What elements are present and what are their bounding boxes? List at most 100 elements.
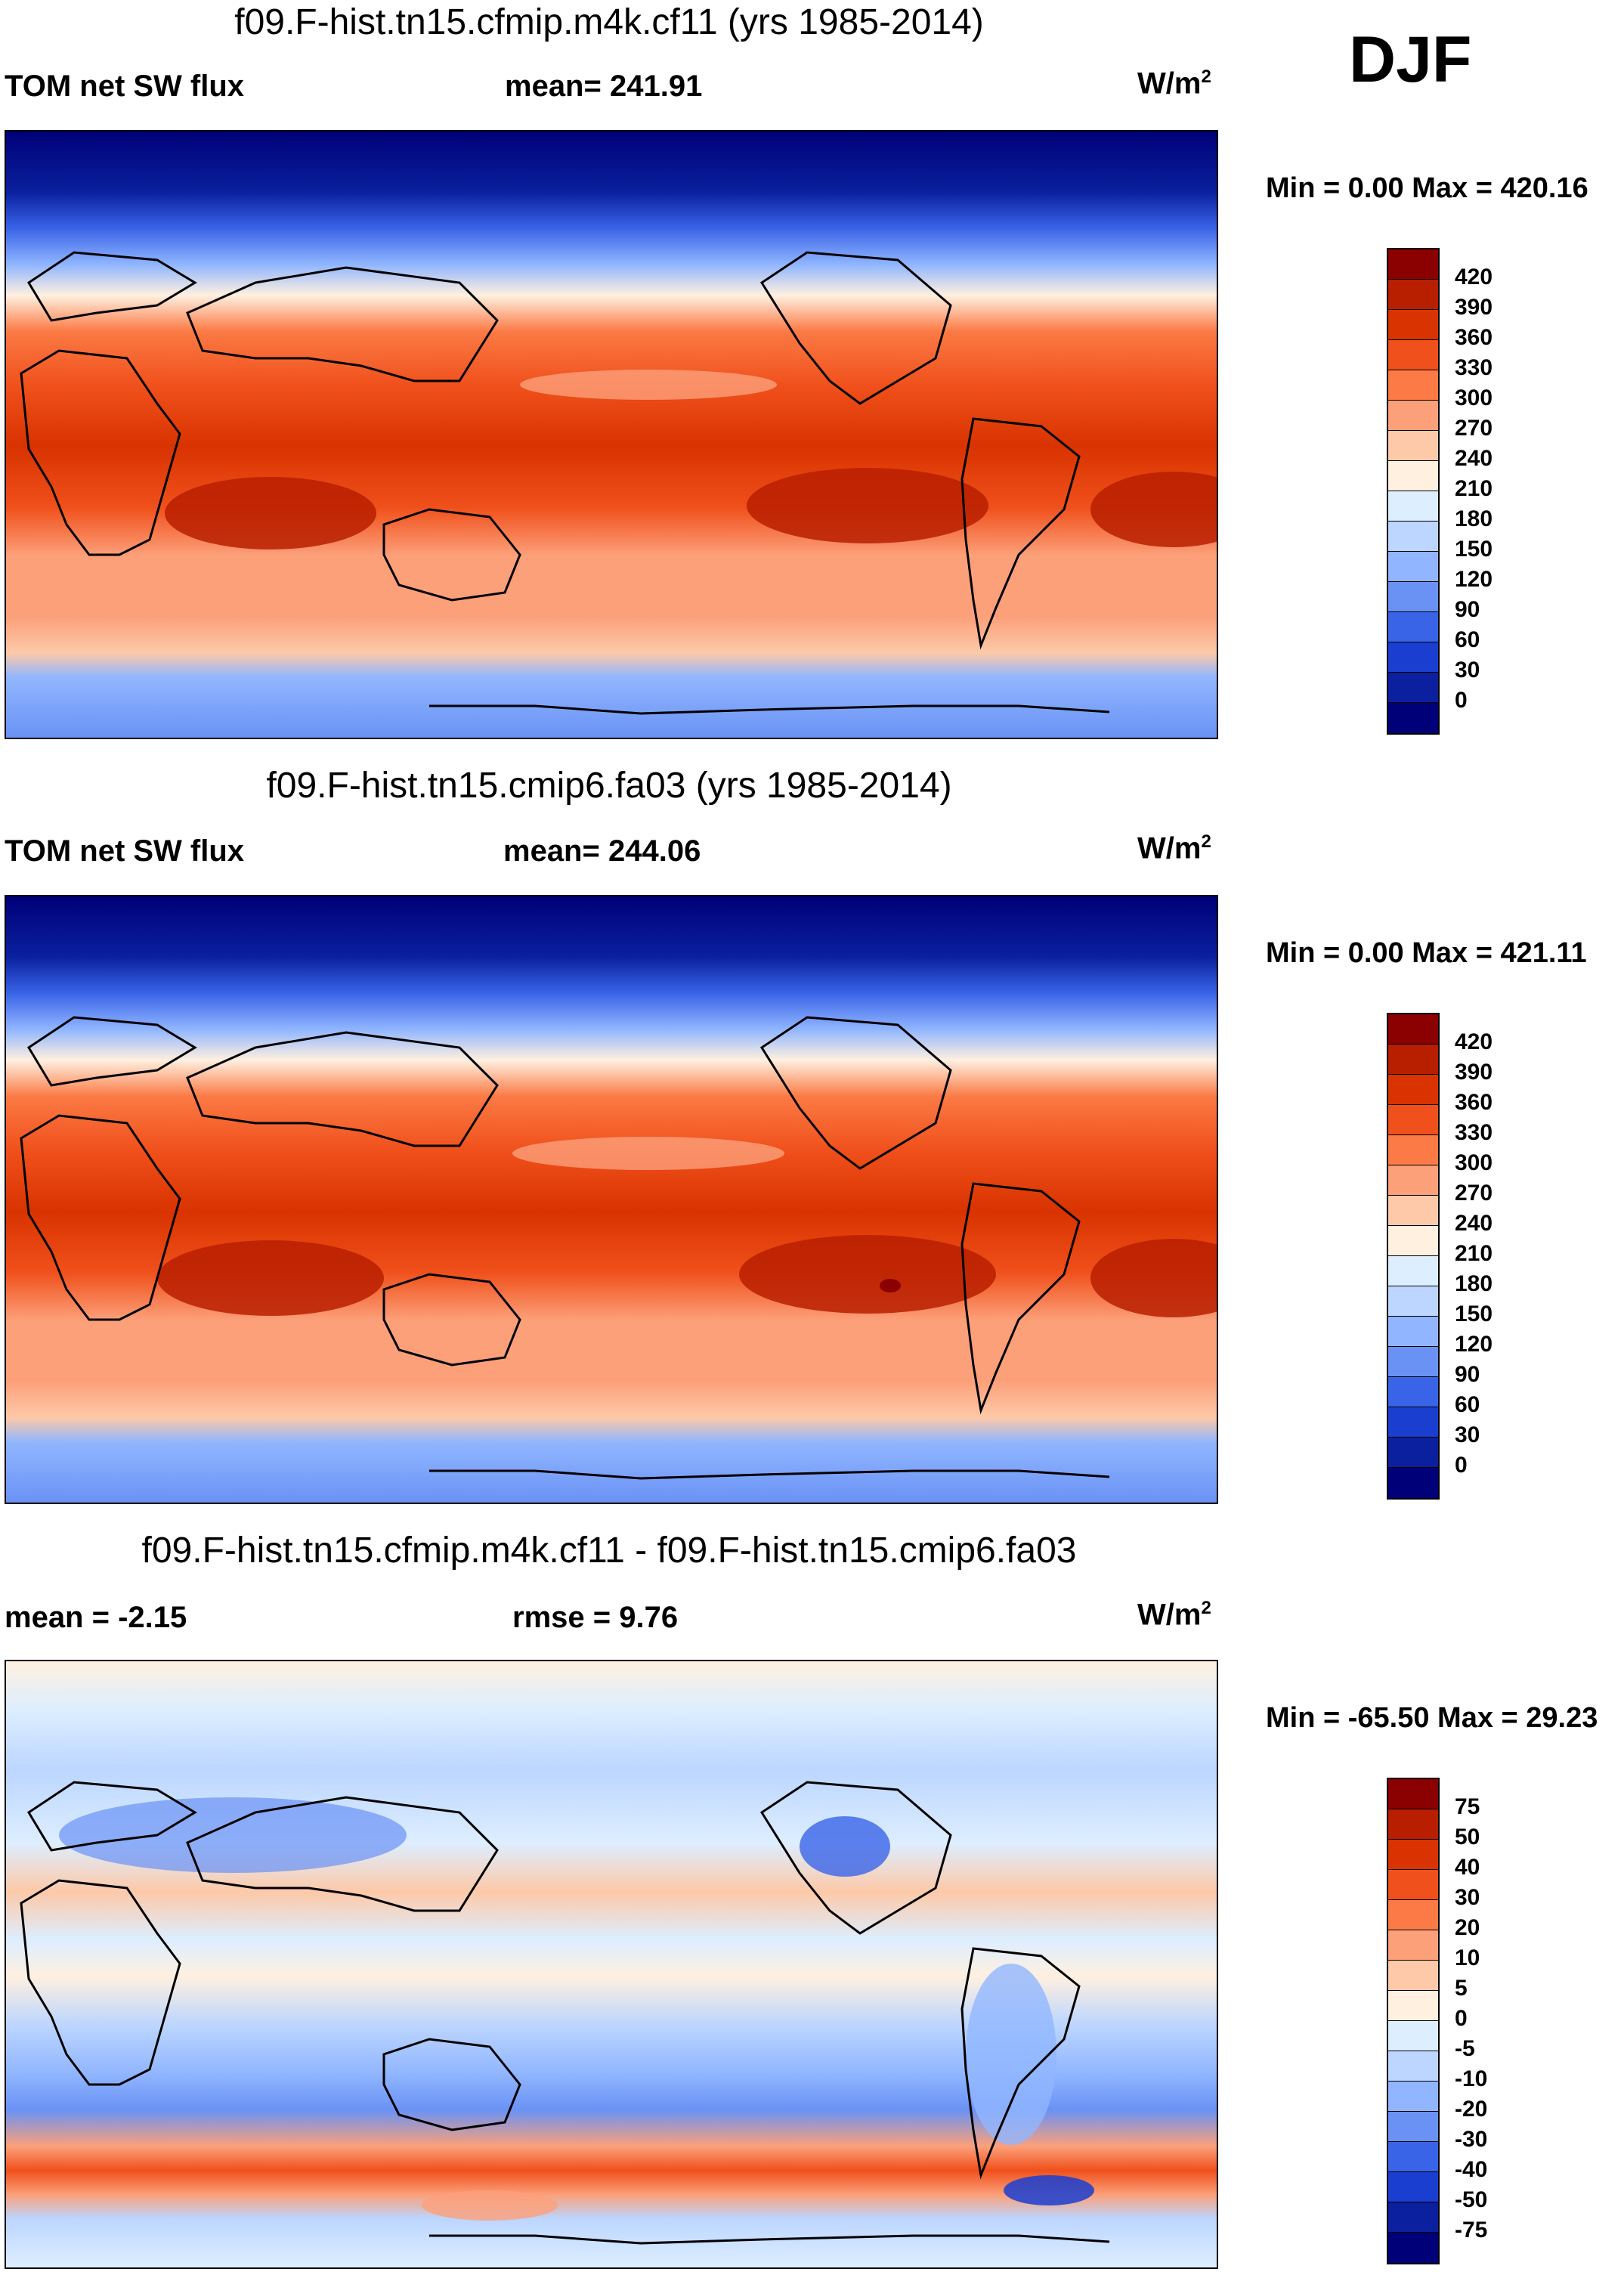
panel-1-colorbar-tick: 210: [1455, 476, 1493, 501]
panel-2-colorbar-tick: 60: [1455, 1392, 1480, 1417]
panel-1-variable-label: TOM net SW flux: [5, 70, 245, 103]
panel-2-colorbar-bin: [1388, 1014, 1438, 1045]
panel-2-units-sup: 2: [1201, 831, 1211, 852]
panel-3-colorbar-bin: [1388, 1900, 1438, 1930]
panel-2-title: f09.F-hist.tn15.cmip6.fa03 (yrs 1985-201…: [266, 766, 952, 806]
panel-2-colorbar-tick: 360: [1455, 1090, 1493, 1115]
panel-2-colorbar-bin: [1388, 1377, 1438, 1407]
panel-3-colorbar-tick: -30: [1455, 2127, 1488, 2152]
panel-2-colorbar: [1387, 1013, 1440, 1500]
panel-1-colorbar-tick: 0: [1455, 688, 1468, 713]
panel-2-colorbar-tick: 120: [1455, 1332, 1493, 1357]
panel-3-colorbar-tick: 50: [1455, 1825, 1480, 1849]
panel-1-colorbar-tick: 300: [1455, 385, 1493, 410]
panel-2-colorbar-bin: [1388, 1135, 1438, 1165]
panel-1-colorbar-bin: [1388, 673, 1438, 703]
panel-3-colorbar-tick: 10: [1455, 1945, 1480, 1970]
panel-1-map: [5, 130, 1218, 739]
panel-1-colorbar-tick: 120: [1455, 567, 1493, 592]
panel-2-colorbar-bin: [1388, 1165, 1438, 1196]
panel-3-colorbar-tick: -40: [1455, 2157, 1488, 2182]
panel-3-colorbar-bin: [1388, 2172, 1438, 2202]
panel-2-minmax: Min = 0.00 Max = 421.11: [1266, 937, 1587, 969]
panel-3-colorbar-tick: -20: [1455, 2097, 1488, 2122]
panel-3-colorbar-bin: [1388, 2202, 1438, 2233]
panel-1-colorbar-bin: [1388, 370, 1438, 401]
panel-1-units: W/m2: [1137, 67, 1211, 101]
panel-1-colorbar-tick: 360: [1455, 325, 1493, 350]
panel-2-colorbar-tick: 0: [1455, 1453, 1468, 1478]
panel-1-colorbar-tick: 390: [1455, 295, 1493, 320]
panel-1-colorbar-tick: 60: [1455, 627, 1480, 652]
panel-2-mean-label: mean= 244.06: [503, 834, 701, 868]
panel-3-rmse-label: rmse = 9.76: [512, 1601, 679, 1634]
panel-1-title: f09.F-hist.tn15.cfmip.m4k.cf11 (yrs 1985…: [234, 2, 984, 42]
panel-1-colorbar-bin: [1388, 552, 1438, 582]
panel-1-colorbar-tick: 150: [1455, 537, 1493, 562]
panel-2-map: [5, 895, 1218, 1504]
panel-3-colorbar-tick: 5: [1455, 1976, 1468, 2001]
panel-2-colorbar-bin: [1388, 1347, 1438, 1377]
panel-2-units-text: W/m: [1137, 831, 1202, 865]
panel-2-colorbar-tick: 240: [1455, 1211, 1493, 1236]
panel-1-colorbar-tick: 90: [1455, 597, 1480, 622]
panel-3-colorbar-bin: [1388, 1930, 1438, 1961]
panel-2-colorbar-tick: 270: [1455, 1181, 1493, 1206]
panel-3-title: f09.F-hist.tn15.cfmip.m4k.cf11 - f09.F-h…: [141, 1531, 1077, 1571]
panel-3-colorbar-bin: [1388, 1779, 1438, 1809]
panel-1-colorbar-bin: [1388, 642, 1438, 673]
season-label: DJF: [1349, 23, 1472, 96]
panel-3-colorbar-bin: [1388, 2051, 1438, 2082]
panel-2-colorbar-bin: [1388, 1407, 1438, 1438]
panel-3-colorbar-bin: [1388, 2112, 1438, 2142]
panel-1-colorbar-bin: [1388, 491, 1438, 522]
panel-1-colorbar-bin: [1388, 612, 1438, 642]
panel-1-colorbar-bin: [1388, 340, 1438, 370]
panel-3-map: [5, 1660, 1218, 2269]
panel-3-units-text: W/m: [1137, 1598, 1202, 1632]
panel-2-colorbar-tick: 90: [1455, 1362, 1480, 1387]
panel-3-colorbar: [1387, 1778, 1440, 2264]
panel-1-colorbar-tick: 240: [1455, 446, 1493, 471]
panel-3-colorbar-tick: -5: [1455, 2036, 1475, 2061]
panel-2-colorbar-tick: 180: [1455, 1271, 1493, 1296]
panel-2-colorbar-bin: [1388, 1045, 1438, 1075]
panel-1-colorbar-tick: 420: [1455, 265, 1493, 289]
panel-2-colorbar-tick: 420: [1455, 1029, 1493, 1054]
panel-1-colorbar-tick: 270: [1455, 416, 1493, 441]
panel-1-colorbar-bin: [1388, 401, 1438, 431]
panel-2-variable-label: TOM net SW flux: [5, 834, 245, 868]
panel-2-colorbar-bin: [1388, 1286, 1438, 1317]
panel-3-colorbar-tick: 75: [1455, 1794, 1480, 1819]
panel-3-colorbar-tick: 20: [1455, 1915, 1480, 1940]
panel-2-colorbar-bin: [1388, 1196, 1438, 1226]
panel-1-colorbar-tick: 330: [1455, 355, 1493, 380]
panel-3-map-svg: [6, 1661, 1217, 2267]
panel-2-colorbar-bin: [1388, 1075, 1438, 1105]
panel-1-colorbar-tick: 180: [1455, 506, 1493, 531]
panel-1-map-svg: [6, 132, 1217, 738]
panel-3-colorbar-bin: [1388, 2021, 1438, 2051]
panel-1-colorbar-bin: [1388, 431, 1438, 461]
panel-3-colorbar-bin: [1388, 1961, 1438, 1991]
panel-2-colorbar-tick: 150: [1455, 1302, 1493, 1326]
panel-1-units-sup: 2: [1201, 67, 1211, 87]
panel-3-colorbar-bin: [1388, 1840, 1438, 1870]
panel-1-mean-label: mean= 241.91: [505, 70, 703, 103]
panel-1-units-text: W/m: [1137, 67, 1202, 101]
panel-2-colorbar-bin: [1388, 1317, 1438, 1347]
panel-2-colorbar-tick: 390: [1455, 1060, 1493, 1085]
panel-2-colorbar-tick: 30: [1455, 1422, 1480, 1447]
panel-1-colorbar-bin: [1388, 249, 1438, 280]
panel-3-colorbar-bin: [1388, 2142, 1438, 2172]
panel-3-colorbar-bin: [1388, 2082, 1438, 2112]
panel-2-units: W/m2: [1137, 831, 1211, 865]
panel-3-colorbar-tick: 40: [1455, 1855, 1480, 1880]
panel-2-colorbar-tick: 300: [1455, 1150, 1493, 1175]
panel-3-colorbar-tick: -10: [1455, 2066, 1488, 2091]
panel-1-colorbar-bin: [1388, 310, 1438, 340]
panel-1-colorbar-bin: [1388, 461, 1438, 491]
panel-3-colorbar-tick: 30: [1455, 1885, 1480, 1910]
panel-2-colorbar-bin: [1388, 1438, 1438, 1468]
panel-1-colorbar-bin: [1388, 522, 1438, 552]
